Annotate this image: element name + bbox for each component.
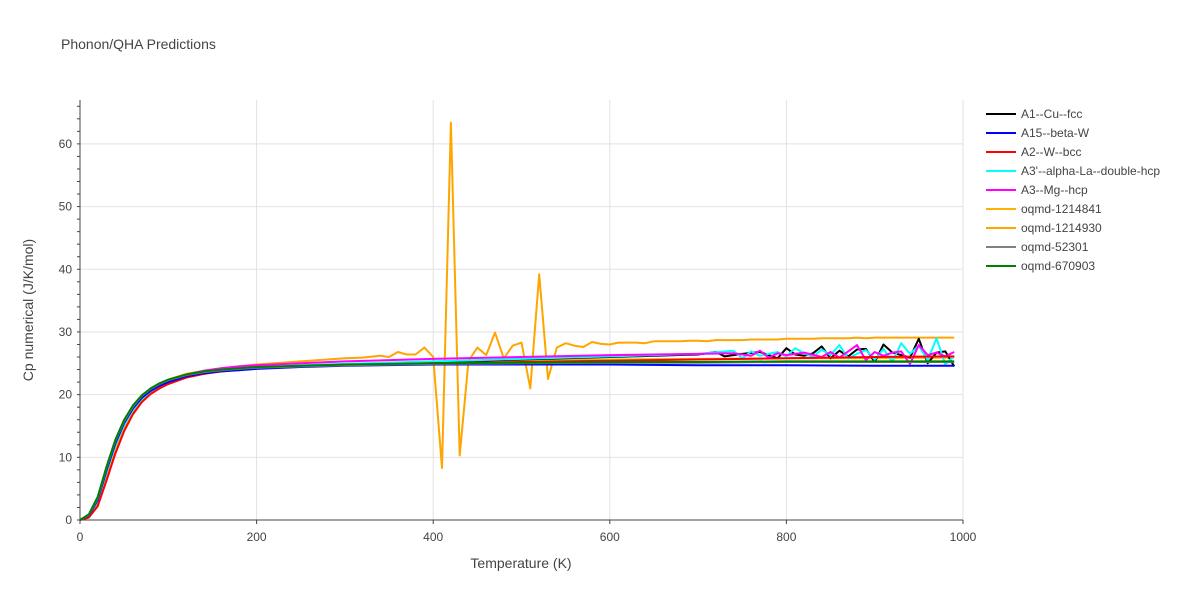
legend-label: A3--Mg--hcp — [1021, 183, 1088, 197]
legend-label: A1--Cu--fcc — [1021, 107, 1082, 121]
x-tick-label: 200 — [247, 530, 267, 544]
legend-item[interactable]: A1--Cu--fcc — [986, 107, 1082, 121]
legend-item[interactable]: oqmd-52301 — [986, 240, 1089, 254]
tick-labels: 0 200 400 600 800 1000 0 10 20 30 40 50 60 — [59, 105, 977, 544]
legend-label: A3'--alpha-La--double-hcp — [1021, 164, 1160, 178]
series-line-oqmd-52301[interactable] — [79, 361, 955, 521]
legend-item[interactable]: A3'--alpha-La--double-hcp — [986, 164, 1160, 178]
series-line-A2--W--bcc[interactable] — [79, 355, 955, 521]
x-tick-label: 400 — [423, 530, 443, 544]
legend-item[interactable]: A2--W--bcc — [986, 145, 1081, 159]
series-line-oqmd-1214841[interactable] — [79, 356, 955, 521]
legend-item[interactable]: oqmd-1214841 — [986, 202, 1102, 216]
grid-lines — [80, 100, 964, 520]
y-tick-label: 30 — [59, 325, 73, 339]
y-tick-label: 50 — [59, 200, 73, 214]
series-line-A15--beta-W[interactable] — [79, 363, 955, 521]
x-tick-label: 1000 — [950, 530, 977, 544]
legend-label: A2--W--bcc — [1021, 145, 1081, 159]
y-tick-label: 10 — [59, 450, 73, 464]
legend-label: oqmd-1214841 — [1021, 202, 1102, 216]
legend-item[interactable]: oqmd-1214930 — [986, 221, 1102, 235]
series-line-oqmd-1214930[interactable] — [79, 121, 955, 521]
x-axis-title: Temperature (K) — [470, 555, 571, 571]
legend[interactable]: A1--Cu--fcc A15--beta-W A2--W--bcc A3'--alp… — [986, 107, 1160, 273]
legend-item[interactable]: A15--beta-W — [986, 126, 1090, 140]
legend-label: oqmd-52301 — [1021, 240, 1089, 254]
y-tick-label: 40 — [59, 262, 73, 276]
legend-label: oqmd-1214930 — [1021, 221, 1102, 235]
y-tick-label: 20 — [59, 388, 73, 402]
zero-lines — [79, 100, 963, 521]
legend-label: A15--beta-W — [1021, 126, 1090, 140]
legend-item[interactable]: oqmd-670903 — [986, 259, 1095, 273]
legend-label: oqmd-670903 — [1021, 259, 1095, 273]
y-tick-label: 60 — [59, 137, 73, 151]
legend-item[interactable]: A3--Mg--hcp — [986, 183, 1088, 197]
x-tick-label: 0 — [77, 530, 84, 544]
x-tick-label: 800 — [776, 530, 796, 544]
x-tick-label: 600 — [600, 530, 620, 544]
series-line-oqmd-670903[interactable] — [79, 360, 955, 521]
y-axis-title: Cp numerical (J/K/mol) — [20, 239, 36, 381]
y-tick-label: 0 — [65, 513, 72, 527]
plot-area[interactable] — [79, 121, 956, 521]
chart-title: Phonon/QHA Predictions — [61, 36, 216, 52]
